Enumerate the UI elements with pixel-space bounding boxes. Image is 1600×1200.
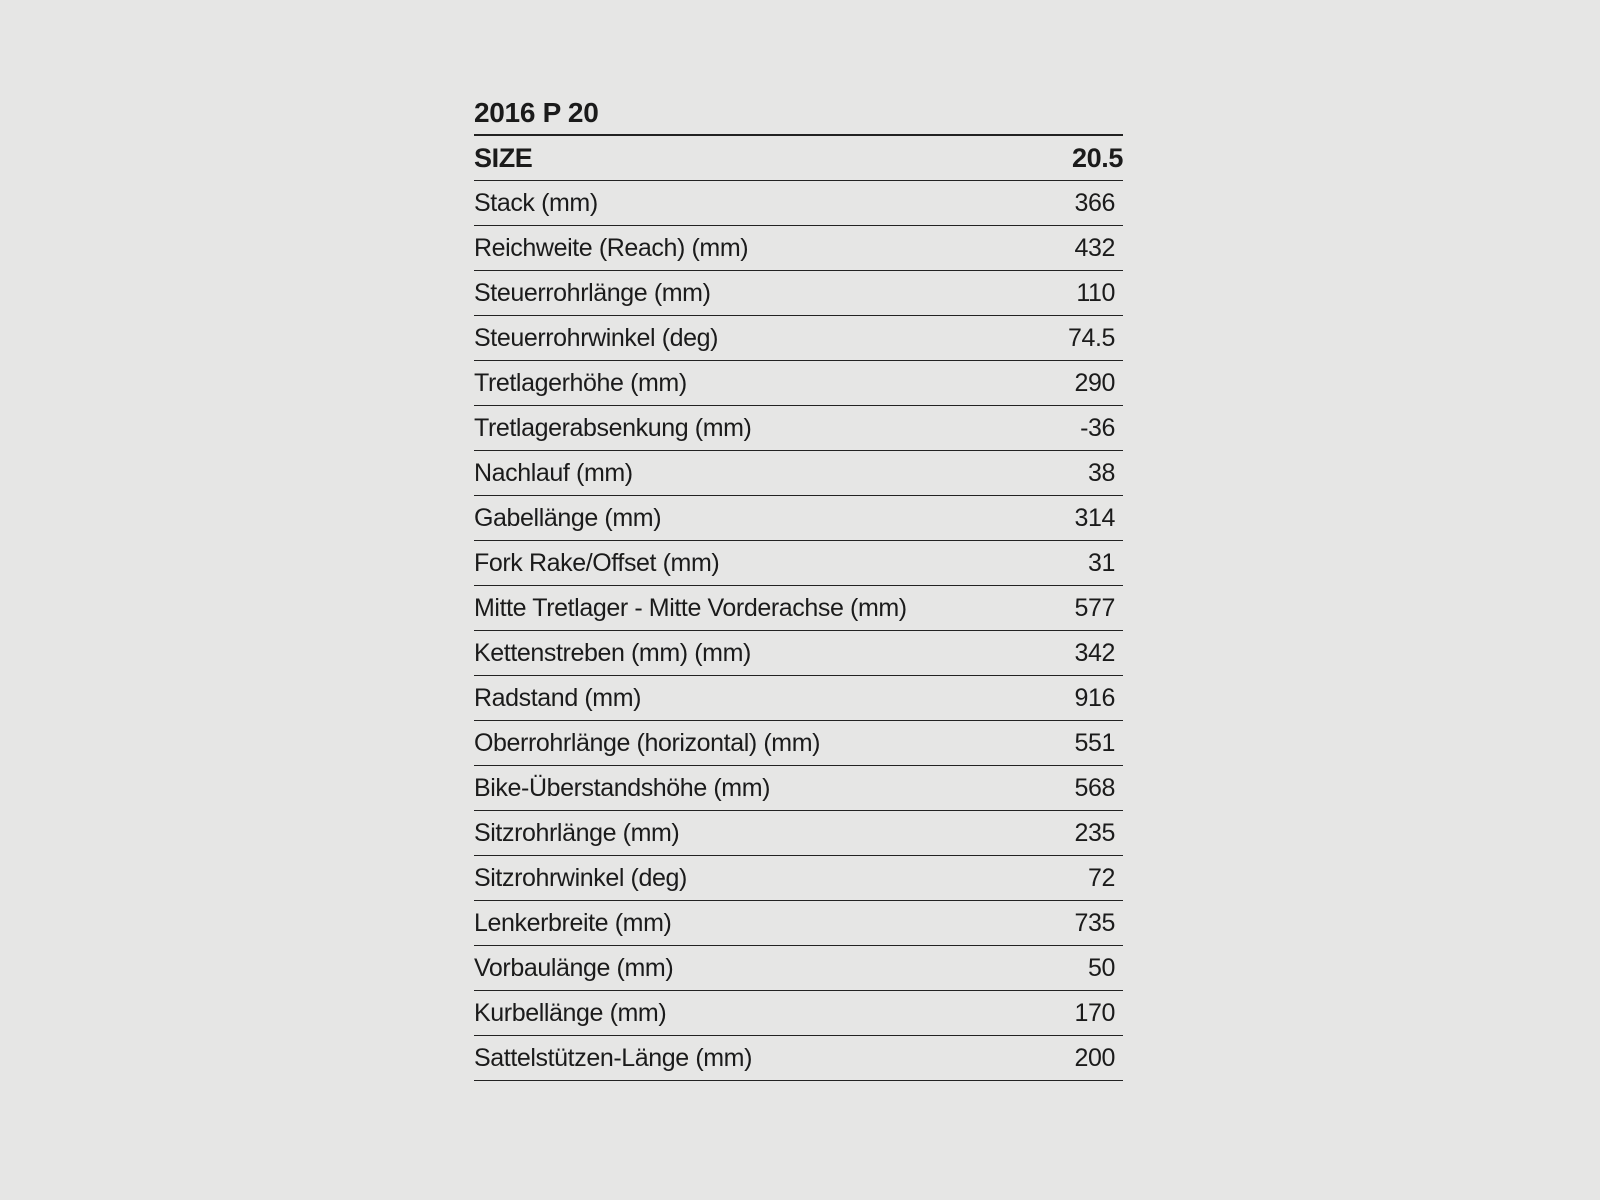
table-row: Mitte Tretlager - Mitte Vorderachse (mm)… <box>474 586 1123 631</box>
row-label: Tretlagerabsenkung (mm) <box>474 413 752 442</box>
row-label: Oberrohrlänge (horizontal) (mm) <box>474 728 821 757</box>
row-value: 735 <box>1074 908 1115 937</box>
row-label: Nachlauf (mm) <box>474 458 633 487</box>
row-value: 170 <box>1074 998 1115 1027</box>
row-value: 200 <box>1074 1043 1115 1072</box>
row-value: 72 <box>1087 863 1115 892</box>
table-row: Vorbaulänge (mm) 50 <box>474 946 1123 991</box>
row-label: Reichweite (Reach) (mm) <box>474 233 749 262</box>
row-value: 235 <box>1074 818 1115 847</box>
table-row: Fork Rake/Offset (mm) 31 <box>474 541 1123 586</box>
row-value: 31 <box>1087 548 1115 577</box>
table-row: Tretlagerabsenkung (mm) -36 <box>474 406 1123 451</box>
row-value: 290 <box>1074 368 1115 397</box>
row-label: Steuerrohrlänge (mm) <box>474 278 711 307</box>
table-row: Sitzrohrwinkel (deg) 72 <box>474 856 1123 901</box>
row-value: 568 <box>1074 773 1115 802</box>
table-row: Kettenstreben (mm) (mm) 342 <box>474 631 1123 676</box>
row-label: Vorbaulänge (mm) <box>474 953 674 982</box>
row-label: Sattelstützen-Länge (mm) <box>474 1043 753 1072</box>
row-value: 38 <box>1087 458 1115 487</box>
table-row: Kurbellänge (mm) 170 <box>474 991 1123 1036</box>
row-label: Fork Rake/Offset (mm) <box>474 548 720 577</box>
table-row: Sattelstützen-Länge (mm) 200 <box>474 1036 1123 1081</box>
row-value: 432 <box>1074 233 1115 262</box>
table-row: Nachlauf (mm) 38 <box>474 451 1123 496</box>
table-row: Gabellänge (mm) 314 <box>474 496 1123 541</box>
row-label: Steuerrohrwinkel (deg) <box>474 323 719 352</box>
table-row: Reichweite (Reach) (mm) 432 <box>474 226 1123 271</box>
table-header-row: SIZE 20.5 <box>474 136 1123 181</box>
row-value: 314 <box>1074 503 1115 532</box>
row-value: 577 <box>1074 593 1115 622</box>
row-label: Mitte Tretlager - Mitte Vorderachse (mm) <box>474 593 907 622</box>
row-label: Kurbellänge (mm) <box>474 998 667 1027</box>
size-label: SIZE <box>474 142 533 173</box>
row-value: 551 <box>1074 728 1115 757</box>
row-label: Sitzrohrwinkel (deg) <box>474 863 687 892</box>
row-value: 110 <box>1076 278 1115 307</box>
table-row: Radstand (mm) 916 <box>474 676 1123 721</box>
table-row: Lenkerbreite (mm) 735 <box>474 901 1123 946</box>
row-label: Gabellänge (mm) <box>474 503 662 532</box>
row-value: -36 <box>1080 413 1115 442</box>
table-row: Steuerrohrlänge (mm) 110 <box>474 271 1123 316</box>
table-row: Tretlagerhöhe (mm) 290 <box>474 361 1123 406</box>
size-value: 20.5 <box>1072 142 1123 173</box>
row-label: Radstand (mm) <box>474 683 642 712</box>
row-label: Tretlagerhöhe (mm) <box>474 368 687 397</box>
table-row: Bike-Überstandshöhe (mm) 568 <box>474 766 1123 811</box>
row-value: 916 <box>1074 683 1115 712</box>
row-value: 74.5 <box>1067 323 1115 352</box>
row-label: Bike-Überstandshöhe (mm) <box>474 773 771 802</box>
row-label: Kettenstreben (mm) (mm) <box>474 638 751 667</box>
geometry-table: 2016 P 20 SIZE 20.5 Stack (mm) 366 Reichwe… <box>474 92 1123 1081</box>
row-label: Lenkerbreite (mm) <box>474 908 672 937</box>
row-label: Sitzrohrlänge (mm) <box>474 818 680 847</box>
table-row: Stack (mm) 366 <box>474 181 1123 226</box>
row-label: Stack (mm) <box>474 188 598 217</box>
row-value: 342 <box>1074 638 1115 667</box>
row-value: 50 <box>1087 953 1115 982</box>
table-row: Sitzrohrlänge (mm) 235 <box>474 811 1123 856</box>
table-title: 2016 P 20 <box>474 92 1123 136</box>
table-row: Steuerrohrwinkel (deg) 74.5 <box>474 316 1123 361</box>
row-value: 366 <box>1074 188 1115 217</box>
table-row: Oberrohrlänge (horizontal) (mm) 551 <box>474 721 1123 766</box>
